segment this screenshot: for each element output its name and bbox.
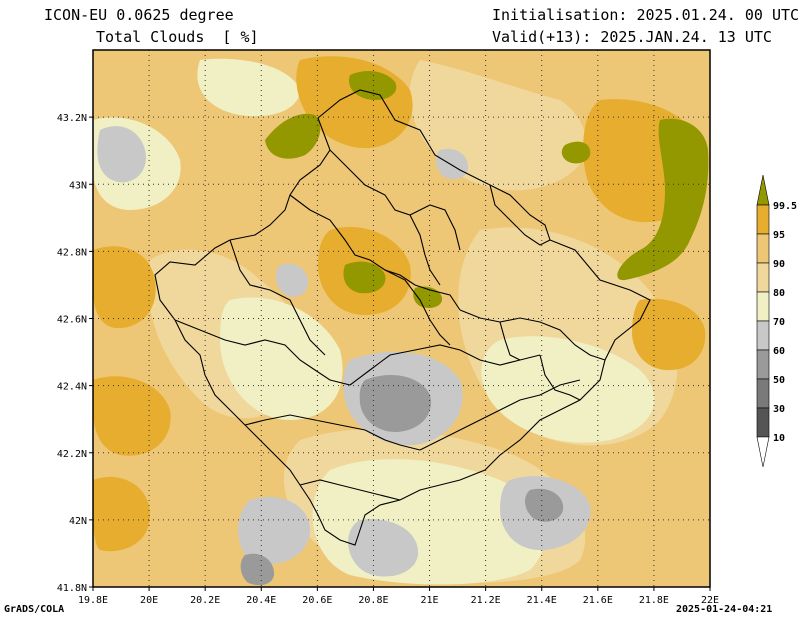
region-line-1 <box>329 149 461 251</box>
lon-tick-label: 20.2E <box>190 595 220 606</box>
cloud-zone-60-70-west <box>97 126 146 183</box>
colorbar-bottom-arrow <box>756 436 770 468</box>
cloud-zone-70-80-east <box>481 336 655 443</box>
colorbar-level-label: 10 <box>773 433 785 444</box>
lat-tick-labels: 41.8N 42N 42.2N 42.4N 42.6N 42.8N 43N 43.2N <box>57 113 93 594</box>
model-title: ICON-EU 0.0625 degree <box>44 6 234 24</box>
lon-tick-labels: 19.8E 20E 20.2E 20.4E 20.6E 20.8E 21E 21.2E 21.4… <box>78 587 719 606</box>
lon-tick-label: 20.8E <box>358 595 388 606</box>
region-line-3 <box>229 239 326 356</box>
cloud-zone-60-70-far-south <box>348 519 419 577</box>
colorbar-top-arrow <box>756 174 770 206</box>
region-line-5 <box>349 344 541 386</box>
lon-tick-label: 20E <box>140 595 158 606</box>
footer-source: GrADS/COLA <box>4 604 65 615</box>
lon-tick-label: 21.8E <box>639 595 669 606</box>
region-line-11 <box>299 479 401 501</box>
region-line-13 <box>409 214 441 286</box>
colorbar-level-label: 80 <box>773 288 785 299</box>
region-borders <box>154 89 651 546</box>
lon-tick-label: 21.4E <box>527 595 557 606</box>
lon-tick-label: 19.8E <box>78 595 108 606</box>
lat-tick-label: 41.8N <box>57 583 87 594</box>
cloud-zone-70-80-top <box>197 58 300 117</box>
region-line-10 <box>539 354 581 401</box>
colorbar-band <box>756 233 770 264</box>
cloud-zone-above99-center <box>343 261 386 294</box>
cloud-zone-60-70-north <box>436 148 469 180</box>
lat-tick-label: 42.6N <box>57 315 87 326</box>
colorbar-band <box>756 407 770 438</box>
lat-tick-label: 43.2N <box>57 113 87 124</box>
cloud-zone-95-99-east <box>632 298 706 371</box>
colorbar-level-label: 90 <box>773 259 785 270</box>
lon-tick-label: 21.2E <box>471 595 501 606</box>
colorbar-band <box>756 204 770 235</box>
cloud-zone-50-60-center <box>359 375 431 433</box>
init-time: Initialisation: 2025.01.24. 00 UTC <box>492 6 800 24</box>
valid-time: Valid(+13): 2025.JAN.24. 13 UTC <box>492 28 772 46</box>
lat-tick-label: 43N <box>69 180 87 191</box>
region-line-12 <box>489 184 551 246</box>
colorbar-level-label: 60 <box>773 346 785 357</box>
region-line-4 <box>174 319 351 386</box>
colorbar-band <box>756 262 770 293</box>
cloud-zone-50-60-south <box>240 553 275 586</box>
variable-title: Total Clouds [ %] <box>96 28 259 46</box>
colorbar-level-label: 30 <box>773 404 785 415</box>
colorbar-level-label: 99.5 <box>773 201 797 212</box>
lat-tick-label: 42.2N <box>57 449 87 460</box>
footer-timestamp: 2025-01-24-04:21 <box>676 604 773 615</box>
country-outline <box>154 89 651 546</box>
cloud-zone-above99-northwest <box>265 113 321 159</box>
cloud-zone-above99-north <box>349 70 397 100</box>
region-line-7 <box>244 414 421 451</box>
cloud-zone-above99-northeast <box>561 141 591 164</box>
region-line-9 <box>384 269 451 346</box>
region-line-2 <box>289 194 461 311</box>
colorbar-level-label: 50 <box>773 375 785 386</box>
cloud-zone-95-99-west <box>93 376 171 456</box>
region-line-14 <box>499 321 521 361</box>
lat-tick-label: 42.8N <box>57 247 87 258</box>
cloud-zone-above99-east <box>617 118 709 281</box>
cloud-zone-95-99-southwest <box>93 476 150 552</box>
lat-tick-label: 42.4N <box>57 382 87 393</box>
cloud-zone-70-80-west <box>220 297 343 420</box>
colorbar-level-label: 70 <box>773 317 785 328</box>
colorbar-band <box>756 378 770 409</box>
cloud-zone-60-70-south <box>238 496 310 565</box>
colorbar-band <box>756 291 770 322</box>
lon-tick-label: 22E <box>701 595 719 606</box>
lon-tick-label: 20.4E <box>246 595 276 606</box>
colorbar-band <box>756 349 770 380</box>
lat-tick-label: 42N <box>69 516 87 527</box>
colorbar-band <box>756 320 770 351</box>
cloud-field <box>93 50 710 587</box>
cloud-zone-60-70-small <box>276 263 309 297</box>
cloud-zone-above99-small <box>413 286 443 308</box>
lon-tick-label: 21.6E <box>583 595 613 606</box>
region-line-6 <box>459 309 606 361</box>
colorbar: 99.5 95 90 80 70 60 50 30 10 <box>756 174 797 468</box>
lon-tick-label: 20.6E <box>302 595 332 606</box>
colorbar-level-label: 95 <box>773 230 785 241</box>
cloud-zone-95-99-northwest <box>93 246 156 329</box>
cloud-zone-50-60-southeast <box>524 488 564 522</box>
lon-tick-label: 21E <box>421 595 439 606</box>
